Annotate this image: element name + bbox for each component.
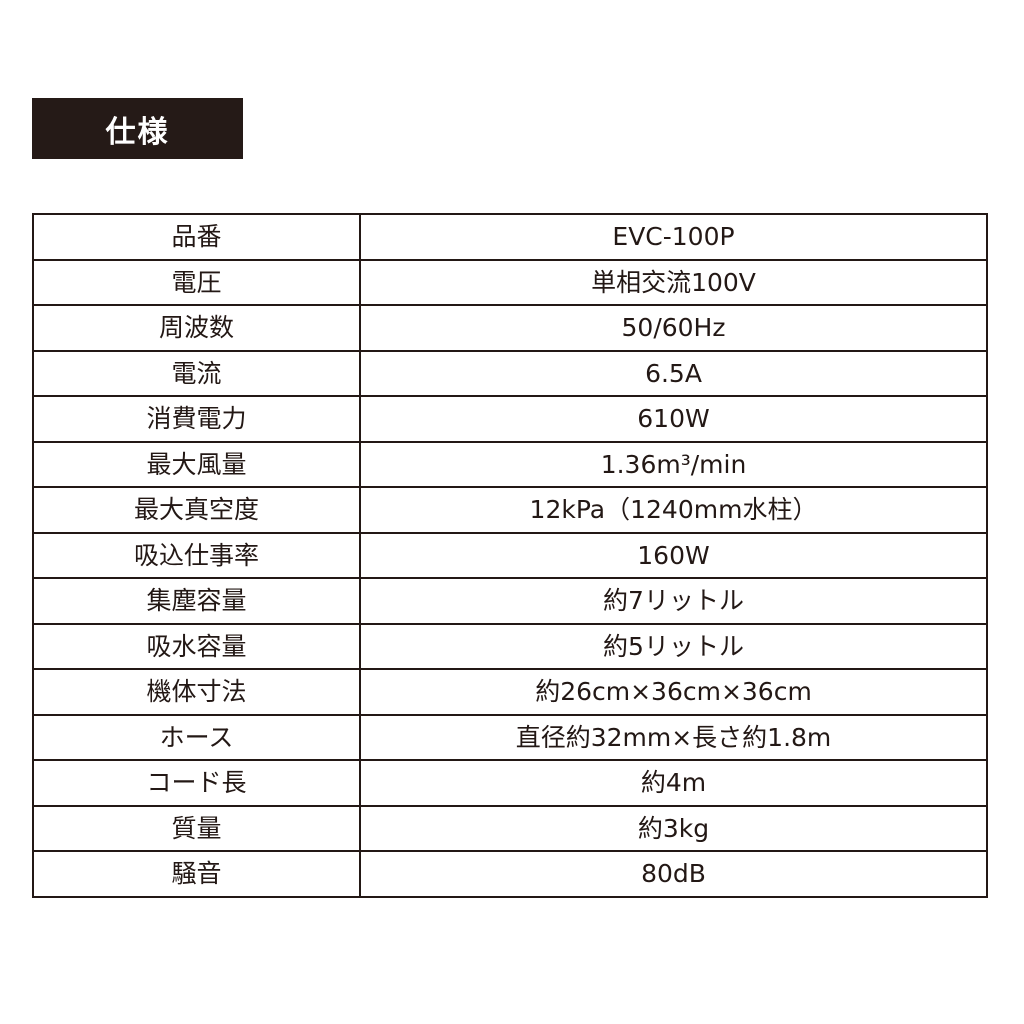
section-title-box: 仕様 xyxy=(32,98,243,159)
spec-label: 機体寸法 xyxy=(32,668,361,716)
table-row: 吸水容量 約5リットル xyxy=(32,622,988,670)
spec-value: 約7リットル xyxy=(359,577,988,625)
spec-label: 最大真空度 xyxy=(32,486,361,534)
spec-value: 1.36m³/min xyxy=(359,440,988,488)
spec-label: コード長 xyxy=(32,759,361,807)
spec-label: 周波数 xyxy=(32,304,361,352)
spec-value: 約26cm×36cm×36cm xyxy=(359,668,988,716)
spec-label: 集塵容量 xyxy=(32,577,361,625)
spec-value: 160W xyxy=(359,531,988,579)
spec-value: 610W xyxy=(359,395,988,443)
spec-value: 6.5A xyxy=(359,349,988,397)
spec-label: 吸水容量 xyxy=(32,622,361,670)
table-row: 騒音 80dB xyxy=(32,850,988,898)
spec-label: 電流 xyxy=(32,349,361,397)
spec-value: 単相交流100V xyxy=(359,258,988,306)
spec-value: 直径約32mm×長さ約1.8m xyxy=(359,713,988,761)
spec-value: 80dB xyxy=(359,850,988,898)
spec-table: 品番 EVC-100P 電圧 単相交流100V 周波数 50/60Hz 電流 6.5A 消費電力… xyxy=(32,213,988,898)
table-row: ホース 直径約32mm×長さ約1.8m xyxy=(32,713,988,761)
section-title: 仕様 xyxy=(105,114,170,150)
table-row: 最大風量 1.36m³/min xyxy=(32,440,988,488)
table-row: 吸込仕事率 160W xyxy=(32,531,988,579)
spec-label: 消費電力 xyxy=(32,395,361,443)
table-row: コード長 約4m xyxy=(32,759,988,807)
spec-value: 12kPa（1240mm水柱） xyxy=(359,486,988,534)
spec-label: 質量 xyxy=(32,804,361,852)
spec-value: 50/60Hz xyxy=(359,304,988,352)
table-row: 品番 EVC-100P xyxy=(32,213,988,261)
spec-label: 騒音 xyxy=(32,850,361,898)
table-row: 電流 6.5A xyxy=(32,349,988,397)
spec-value: 約3kg xyxy=(359,804,988,852)
table-row: 質量 約3kg xyxy=(32,804,988,852)
table-row: 集塵容量 約7リットル xyxy=(32,577,988,625)
spec-value: EVC-100P xyxy=(359,213,988,261)
spec-label: 吸込仕事率 xyxy=(32,531,361,579)
table-row: 電圧 単相交流100V xyxy=(32,258,988,306)
table-row: 機体寸法 約26cm×36cm×36cm xyxy=(32,668,988,716)
spec-value: 約5リットル xyxy=(359,622,988,670)
spec-label: 品番 xyxy=(32,213,361,261)
spec-label: 電圧 xyxy=(32,258,361,306)
spec-label: 最大風量 xyxy=(32,440,361,488)
table-row: 消費電力 610W xyxy=(32,395,988,443)
spec-value: 約4m xyxy=(359,759,988,807)
table-row: 周波数 50/60Hz xyxy=(32,304,988,352)
table-row: 最大真空度 12kPa（1240mm水柱） xyxy=(32,486,988,534)
spec-label: ホース xyxy=(32,713,361,761)
